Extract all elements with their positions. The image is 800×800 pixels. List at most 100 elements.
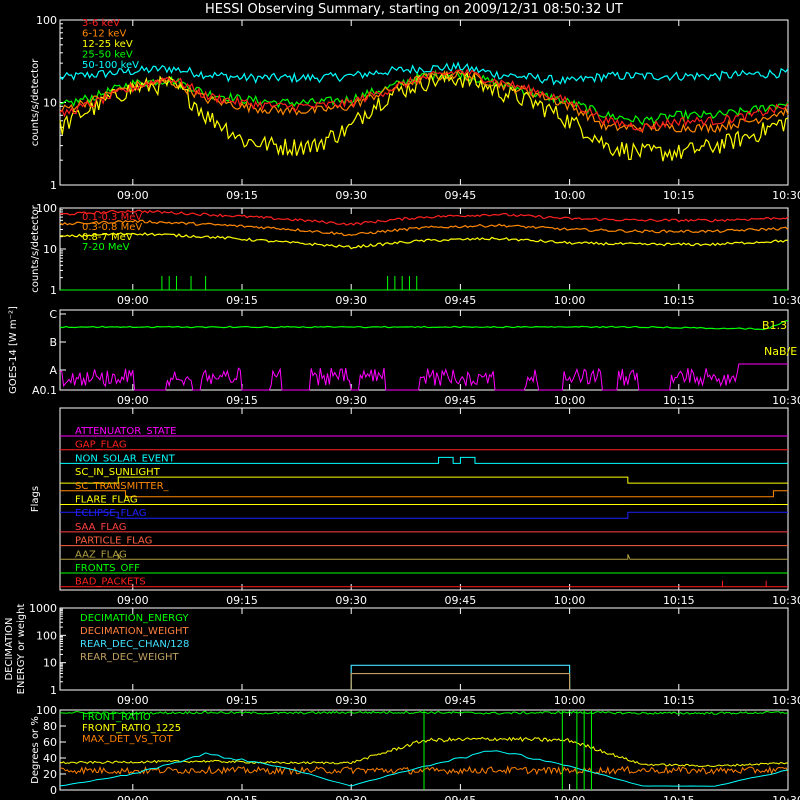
flags-label: GAP_FLAG — [75, 440, 127, 451]
lo-energy-time-tick-label: 10:15 — [663, 189, 695, 202]
lo-energy-ytick-label: 100 — [36, 14, 57, 27]
flags-time-tick-label: 09:30 — [335, 594, 367, 607]
hi-energy-ytick-label: 10 — [43, 243, 57, 256]
lo-energy-series-line — [59, 61, 789, 86]
lo-energy-plot-frame — [59, 19, 789, 186]
decimation-time-tick-label: 09:15 — [226, 694, 258, 707]
decimation-rear-weight-line — [350, 672, 571, 690]
decimation-ytick-label: 1000 — [29, 602, 57, 615]
decimation-time-tick-label: 10:15 — [663, 694, 695, 707]
hi-energy-legend-label: 0.1-0.3 MeV — [82, 212, 142, 223]
lo-energy-series-line — [59, 68, 789, 132]
goes-time-tick-label: 09:00 — [117, 394, 149, 407]
hi-energy-series-line — [59, 219, 789, 237]
flags-ylabel: Flags — [30, 486, 41, 512]
lo-energy-legend-label: 6-12 keV — [82, 29, 126, 40]
goes-ytick-label: B — [49, 336, 57, 349]
hi-energy-time-tick-label: 10:30 — [772, 294, 800, 307]
flags-label: FRONTS_OFF — [75, 563, 140, 574]
decimation-time-tick-label: 09:00 — [117, 694, 149, 707]
lo-energy-legend-label: 3-6 keV — [82, 18, 120, 29]
flags-line — [60, 511, 788, 519]
decimation-time-tick-label: 10:30 — [772, 694, 800, 707]
flags-label: SAA_FLAG — [75, 522, 126, 533]
ratio-time-tick-label: 10:30 — [772, 794, 800, 800]
lo-energy-legend-label: 25-50 keV — [82, 50, 133, 61]
decimation-ytick-label: 100 — [36, 629, 57, 642]
goes-flare-annotation: NaB/E — [764, 345, 797, 358]
hi-energy-legend-label: 0.3-0.8 MeV — [82, 222, 142, 233]
ratio-legend-label: FRONT_RATIO_1225 — [82, 723, 181, 734]
flags-time-tick-label: 10:15 — [663, 594, 695, 607]
lo-energy-legend-label: 12-25 keV — [82, 39, 133, 50]
hi-energy-time-tick-label: 10:15 — [663, 294, 695, 307]
ratio-time-tick-label: 09:00 — [117, 794, 149, 800]
goes-time-tick-label: 09:15 — [226, 394, 258, 407]
flags-line — [60, 456, 788, 464]
hi-energy-time-tick-label: 09:45 — [445, 294, 477, 307]
flags-label: ECLIPSE_FLAG — [75, 508, 146, 519]
decimation-ytick-label: 10 — [43, 657, 57, 670]
decimation-time-tick-label: 10:00 — [554, 694, 586, 707]
flags-label: PARTICLE_FLAG — [75, 536, 152, 547]
decimation-legend-label: DECIMATION_WEIGHT — [80, 626, 189, 637]
hi-energy-ytick-label: 1 — [50, 284, 57, 297]
hi-energy-time-tick-label: 10:00 — [554, 294, 586, 307]
lo-energy-series-line — [59, 71, 789, 162]
lo-energy-ytick-label: 10 — [43, 97, 57, 110]
lo-energy-time-tick-label: 10:30 — [772, 189, 800, 202]
lo-energy-series-line — [59, 69, 789, 134]
lo-energy-time-tick-label: 09:30 — [335, 189, 367, 202]
ratio-ytick-label: 100 — [36, 704, 57, 717]
hi-energy-time-tick-label: 09:15 — [226, 294, 258, 307]
ratio-ytick-label: 0 — [50, 784, 57, 797]
flags-line — [60, 554, 788, 560]
ratio-ylabel: Degrees or % — [30, 716, 41, 784]
ratio-time-tick-label: 09:15 — [226, 794, 258, 800]
goes-time-tick-label: 10:15 — [663, 394, 695, 407]
hi-energy-time-tick-label: 09:00 — [117, 294, 149, 307]
ratio-time-tick-label: 10:15 — [663, 794, 695, 800]
hi-energy-series-line — [59, 209, 789, 226]
ratio-legend-label: MAX_DET_VS_TOT — [82, 734, 174, 745]
goes-time-tick-label: 10:00 — [554, 394, 586, 407]
hi-energy-series-line — [60, 232, 789, 250]
decimation-legend-label: REAR_DEC_CHAN/128 — [80, 639, 189, 650]
ratio-legend-label: FRONT_RATIO — [82, 712, 151, 723]
flags-label: NON_SOLAR_EVENT — [75, 453, 176, 464]
goes-ytick-label: C — [49, 308, 57, 321]
decimation-time-tick-label: 09:45 — [445, 694, 477, 707]
goes-flare-annotation: B1.3 — [762, 319, 787, 332]
ratio-time-tick-label: 10:00 — [554, 794, 586, 800]
goes-time-tick-label: 09:45 — [445, 394, 477, 407]
lo-energy-legend-label: 50-100 keV — [82, 60, 139, 71]
ratio-time-tick-label: 09:30 — [335, 794, 367, 800]
lo-energy-time-tick-label: 09:15 — [226, 189, 258, 202]
flags-time-tick-label: 10:30 — [772, 594, 800, 607]
flags-line — [60, 490, 788, 498]
flags-label: FLARE_FLAG — [75, 495, 138, 506]
goes-time-tick-label: 09:30 — [335, 394, 367, 407]
goes-long-line — [59, 319, 789, 331]
flags-label: SC_IN_SUNLIGHT — [75, 467, 161, 478]
goes-plot-frame — [59, 309, 789, 391]
hi-energy-ylabel: counts/s/detector — [30, 204, 41, 292]
lo-energy-ytick-label: 1 — [50, 179, 57, 192]
decimation-time-tick-label: 09:30 — [335, 694, 367, 707]
flags-time-tick-label: 10:00 — [554, 594, 586, 607]
lo-energy-time-tick-label: 10:00 — [554, 189, 586, 202]
goes-ytick-label: A — [49, 364, 57, 377]
decimation-ylabel: ENERGY or weight — [16, 604, 27, 695]
hi-energy-ytick-label: 100 — [36, 202, 57, 215]
ratio-ytick-label: 40 — [43, 752, 57, 765]
goes-short-line — [59, 363, 788, 391]
flags-time-tick-label: 09:00 — [117, 594, 149, 607]
goes-time-tick-label: 10:30 — [772, 394, 800, 407]
decimation-plot-frame — [59, 607, 789, 691]
ratio-ytick-label: 60 — [43, 736, 57, 749]
lo-energy-time-tick-label: 09:00 — [117, 189, 149, 202]
hi-energy-legend-label: 0.8-7 MeV — [82, 232, 133, 243]
ratio-ytick-label: 80 — [43, 720, 57, 733]
hi-energy-legend-label: 7-20 MeV — [82, 242, 130, 253]
